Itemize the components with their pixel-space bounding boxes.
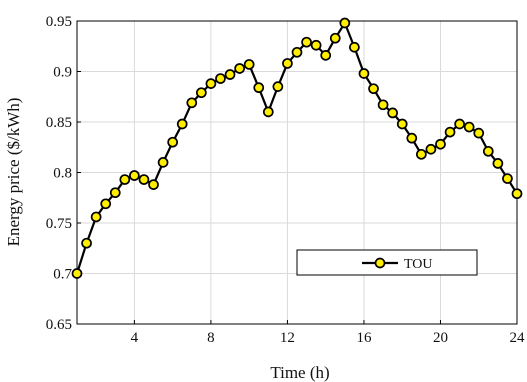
x-tick-label: 4 (131, 330, 139, 346)
data-point (71, 268, 83, 279)
data-point (435, 138, 446, 150)
data-point (253, 82, 265, 94)
data-point (176, 118, 188, 130)
y-axis-title: Energy price ($/kWh) (4, 98, 23, 247)
y-tick-label: 0.85 (46, 115, 72, 131)
data-point (329, 32, 341, 44)
data-point (138, 174, 150, 185)
data-point (167, 136, 178, 148)
data-point (262, 106, 274, 118)
data-point (186, 97, 198, 109)
x-tick-label: 8 (207, 330, 215, 346)
x-tick-label: 20 (433, 330, 448, 346)
data-point (511, 188, 523, 200)
legend-marker-tou (374, 257, 386, 269)
data-point (425, 143, 437, 155)
data-point (387, 107, 398, 119)
data-point (100, 198, 112, 210)
data-point (463, 121, 475, 133)
data-point (339, 17, 351, 29)
data-point (243, 59, 255, 70)
data-point (416, 148, 427, 160)
data-point (291, 46, 303, 58)
data-point (502, 173, 513, 184)
data-point (301, 36, 312, 48)
data-point (90, 211, 102, 223)
x-axis-title: Time (h) (270, 363, 329, 382)
y-tick-label: 0.65 (46, 317, 72, 333)
data-point (215, 73, 226, 84)
data-point (349, 41, 360, 53)
x-tick-label: 16 (356, 330, 372, 346)
data-point (444, 126, 456, 138)
data-point (272, 81, 284, 93)
data-point (205, 78, 217, 89)
axes: 4 8 12 16 20 24 0.65 0.7 0.75 0.8 0.85 0.9 0.95 (46, 14, 525, 346)
y-tick-label: 0.95 (46, 14, 72, 30)
y-tick-label: 0.8 (53, 166, 72, 182)
data-point (109, 187, 121, 199)
data-point (148, 179, 159, 190)
y-tick-label: 0.9 (53, 65, 72, 81)
data-point (473, 127, 485, 139)
data-point (310, 39, 322, 51)
legend-label-tou: TOU (404, 257, 433, 272)
data-point (320, 49, 332, 61)
data-point (129, 170, 140, 181)
data-point (196, 87, 207, 99)
data-point (454, 118, 465, 130)
y-tick-label: 0.75 (46, 216, 72, 232)
data-point (358, 68, 370, 79)
data-point (157, 157, 169, 168)
y-tick-label: 0.7 (53, 267, 72, 283)
legend: TOU (296, 249, 478, 276)
data-point (234, 63, 245, 74)
data-point (81, 237, 92, 249)
data-point (368, 83, 379, 95)
series-layer (71, 17, 523, 279)
x-tick-label: 24 (510, 330, 526, 346)
data-point (406, 132, 418, 144)
data-point (396, 118, 408, 130)
data-point (282, 58, 293, 69)
data-point (224, 69, 236, 80)
data-point (492, 158, 504, 169)
data-point (119, 174, 131, 185)
data-point (377, 99, 389, 111)
x-tick-label: 12 (280, 330, 295, 346)
data-point (482, 145, 494, 157)
